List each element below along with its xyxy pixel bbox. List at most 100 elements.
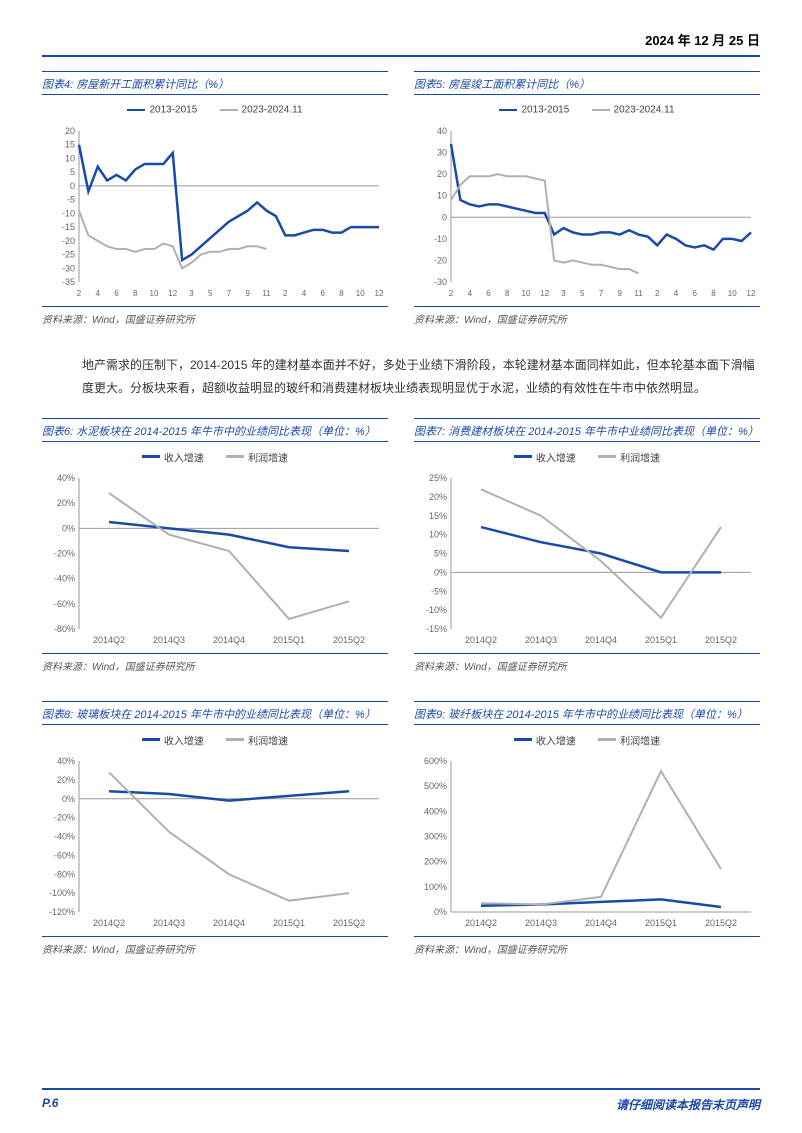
svg-text:-5%: -5% [431, 586, 447, 596]
page-date: 2024 年 12 月 25 日 [42, 30, 760, 57]
svg-text:20%: 20% [429, 491, 447, 501]
svg-text:2014Q3: 2014Q3 [525, 918, 557, 928]
svg-text:5: 5 [70, 167, 75, 177]
svg-text:-15%: -15% [426, 624, 447, 634]
chart-4-source: 资料来源：Wind，国盛证券研究所 [42, 306, 388, 330]
legend-label: 收入增速 [164, 736, 204, 747]
svg-text:-80%: -80% [54, 869, 75, 879]
svg-text:12: 12 [375, 289, 384, 298]
svg-text:15%: 15% [429, 510, 447, 520]
svg-text:10: 10 [65, 153, 75, 163]
svg-text:10: 10 [522, 289, 531, 298]
chart-6-legend: 收入增速 利润增速 [42, 448, 388, 466]
page-number: P.6 [42, 1096, 58, 1113]
svg-text:8: 8 [133, 289, 138, 298]
svg-text:2014Q4: 2014Q4 [585, 635, 617, 645]
svg-text:8: 8 [339, 289, 344, 298]
svg-text:12: 12 [540, 289, 549, 298]
chart-6-svg: -80%-60%-40%-20%0%20%40%2014Q22014Q32014… [42, 472, 388, 647]
svg-text:2015Q1: 2015Q1 [273, 635, 305, 645]
footer-disclaimer: 请仔细阅读本报告末页声明 [616, 1096, 760, 1113]
chart-9: 图表9: 玻纤板块在 2014-2015 年牛市中的业绩同比表现（单位：%） 收… [414, 701, 760, 978]
svg-text:-20%: -20% [54, 812, 75, 822]
svg-text:10: 10 [437, 191, 447, 201]
chart-5-source: 资料来源：Wind，国盛证券研究所 [414, 306, 760, 330]
svg-text:-5: -5 [67, 195, 75, 205]
svg-text:6: 6 [693, 289, 698, 298]
legend-label: 收入增速 [164, 453, 204, 464]
svg-text:10%: 10% [429, 529, 447, 539]
svg-text:-35: -35 [62, 277, 75, 287]
svg-text:2014Q4: 2014Q4 [213, 918, 245, 928]
svg-text:2: 2 [655, 289, 660, 298]
paragraph-main: 地产需求的压制下，2014-2015 年的建材基本面并不好，多处于业绩下滑阶段，… [82, 354, 760, 400]
svg-text:2014Q2: 2014Q2 [93, 918, 125, 928]
svg-text:500%: 500% [424, 781, 447, 791]
svg-text:-80%: -80% [54, 624, 75, 634]
legend-label: 利润增速 [248, 736, 288, 747]
svg-text:2015Q2: 2015Q2 [705, 918, 737, 928]
svg-text:-60%: -60% [54, 598, 75, 608]
legend-label: 利润增速 [248, 453, 288, 464]
svg-text:9: 9 [246, 289, 251, 298]
svg-text:2015Q1: 2015Q1 [645, 635, 677, 645]
svg-text:-40%: -40% [54, 831, 75, 841]
svg-text:20%: 20% [57, 774, 75, 784]
svg-text:0: 0 [70, 181, 75, 191]
svg-text:3: 3 [189, 289, 194, 298]
svg-text:2014Q2: 2014Q2 [465, 635, 497, 645]
page-footer: P.6 请仔细阅读本报告末页声明 [0, 1088, 802, 1113]
svg-text:8: 8 [711, 289, 716, 298]
svg-text:0%: 0% [62, 523, 75, 533]
svg-text:4: 4 [468, 289, 473, 298]
legend-label: 2013-2015 [521, 104, 569, 115]
svg-text:40: 40 [437, 126, 447, 136]
svg-text:-20: -20 [62, 236, 75, 246]
svg-text:-60%: -60% [54, 850, 75, 860]
svg-text:2014Q3: 2014Q3 [525, 635, 557, 645]
svg-text:-100%: -100% [49, 888, 75, 898]
chart-5-title: 图表5: 房屋竣工面积累计同比（%） [414, 71, 760, 95]
svg-text:0%: 0% [434, 567, 447, 577]
svg-text:300%: 300% [424, 831, 447, 841]
chart-8: 图表8: 玻璃板块在 2014-2015 年牛市中的业绩同比表现（单位：%） 收… [42, 701, 388, 978]
svg-text:2: 2 [449, 289, 454, 298]
svg-text:-10: -10 [434, 234, 447, 244]
svg-text:2014Q2: 2014Q2 [465, 918, 497, 928]
svg-text:-25: -25 [62, 250, 75, 260]
svg-text:3: 3 [561, 289, 566, 298]
svg-text:-20%: -20% [54, 548, 75, 558]
legend-label: 利润增速 [620, 736, 660, 747]
chart-9-title: 图表9: 玻纤板块在 2014-2015 年牛市中的业绩同比表现（单位：%） [414, 701, 760, 725]
svg-text:2015Q1: 2015Q1 [645, 918, 677, 928]
svg-text:2014Q3: 2014Q3 [153, 918, 185, 928]
chart-5-svg: -30-20-100102030402468101235791124681012 [414, 125, 760, 300]
svg-text:200%: 200% [424, 856, 447, 866]
svg-text:4: 4 [674, 289, 679, 298]
svg-text:600%: 600% [424, 756, 447, 766]
svg-text:11: 11 [262, 289, 271, 298]
chart-7: 图表7: 消费建材板块在 2014-2015 年牛市中业绩同比表现（单位：%） … [414, 418, 760, 695]
chart-4-svg: -35-30-25-20-15-10-505101520246810123579… [42, 125, 388, 300]
svg-text:-15: -15 [62, 222, 75, 232]
chart-7-svg: -15%-10%-5%0%5%10%15%20%25%2014Q22014Q32… [414, 472, 760, 647]
chart-7-title: 图表7: 消费建材板块在 2014-2015 年牛市中业绩同比表现（单位：%） [414, 418, 760, 442]
svg-text:0%: 0% [434, 907, 447, 917]
svg-text:25%: 25% [429, 473, 447, 483]
chart-8-source: 资料来源：Wind，国盛证券研究所 [42, 936, 388, 960]
chart-8-svg: -120%-100%-80%-60%-40%-20%0%20%40%2014Q2… [42, 755, 388, 930]
svg-text:2015Q1: 2015Q1 [273, 918, 305, 928]
chart-4: 图表4: 房屋新开工面积累计同比（%） 2013-2015 2023-2024.… [42, 71, 388, 348]
svg-text:12: 12 [168, 289, 177, 298]
svg-text:-40%: -40% [54, 573, 75, 583]
svg-text:-10%: -10% [426, 605, 447, 615]
svg-text:6: 6 [321, 289, 326, 298]
svg-text:9: 9 [618, 289, 623, 298]
svg-text:4: 4 [302, 289, 307, 298]
legend-label: 2023-2024.11 [614, 104, 675, 115]
svg-text:0: 0 [442, 212, 447, 222]
svg-text:5: 5 [580, 289, 585, 298]
chart-row-3: 图表8: 玻璃板块在 2014-2015 年牛市中的业绩同比表现（单位：%） 收… [42, 701, 760, 978]
svg-text:6: 6 [486, 289, 491, 298]
chart-7-legend: 收入增速 利润增速 [414, 448, 760, 466]
